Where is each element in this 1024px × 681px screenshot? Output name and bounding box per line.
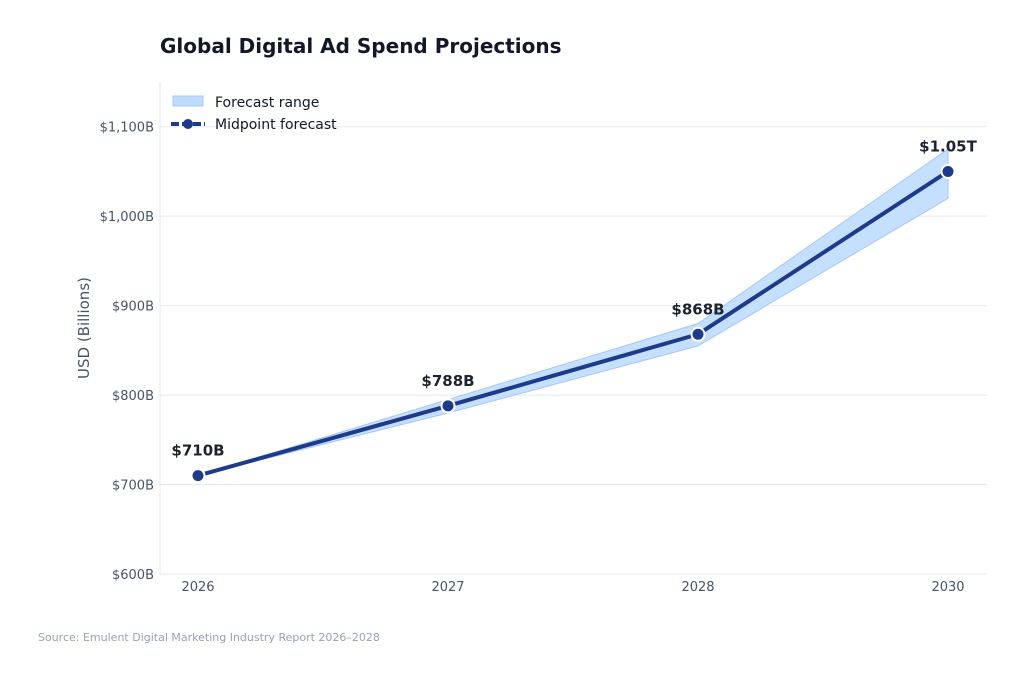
x-tick-label: 2026: [181, 580, 214, 595]
chart-title: Global Digital Ad Spend Projections: [160, 34, 562, 58]
forecast-range-band: [197, 148, 949, 477]
legend-label-forecast-range: Forecast range: [215, 95, 319, 111]
legend-swatch-midpoint-marker: [183, 119, 193, 129]
midpoint-forecast-line: [197, 169, 950, 478]
y-tick-label: $600B: [112, 568, 154, 583]
source-note: Source: Emulent Digital Marketing Indust…: [38, 631, 380, 644]
y-axis-label: USD (Billions): [75, 277, 93, 379]
y-tick-label: $800B: [112, 389, 154, 404]
data-point: [690, 326, 706, 342]
data-label: $1.05T: [919, 137, 977, 155]
y-tick-label: $900B: [112, 300, 154, 315]
data-label: $788B: [421, 372, 474, 390]
legend-label-midpoint-forecast: Midpoint forecast: [215, 117, 337, 133]
x-tick-label: 2027: [431, 580, 464, 595]
data-point: [940, 163, 956, 179]
x-tick-label: 2028: [681, 580, 714, 595]
data-label: $710B: [171, 442, 224, 460]
y-tick-label: $1,100B: [100, 121, 154, 136]
data-point: [190, 468, 206, 484]
data-label: $868B: [671, 300, 724, 318]
data-point: [440, 398, 456, 414]
legend-swatch-forecast-range: [172, 95, 204, 107]
x-tick-label: 2030: [931, 580, 964, 595]
y-tick-label: $1,000B: [100, 210, 154, 225]
y-tick-label: $700B: [112, 479, 154, 494]
